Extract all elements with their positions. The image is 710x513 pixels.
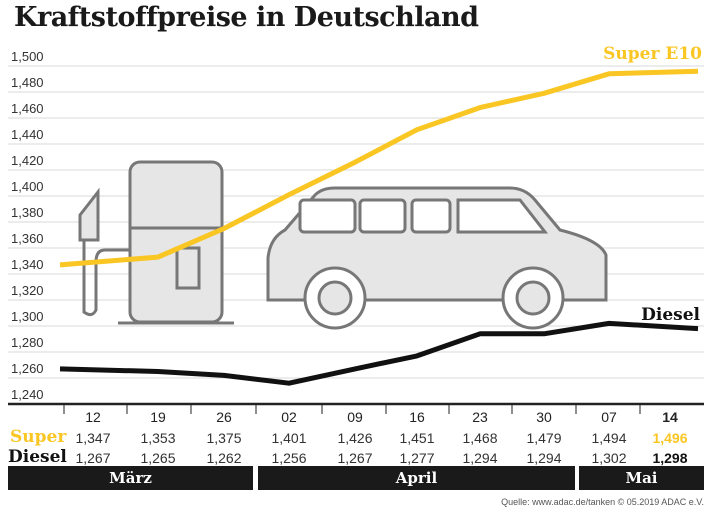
fuel-pump-icon [78,160,234,325]
x-tick-label: 30 [536,409,552,425]
month-label: Mai [579,466,704,490]
y-tick-label: 1,440 [11,127,44,142]
series-label-super: Super E10 [603,44,702,64]
row-label-super: Super [10,427,67,447]
y-tick-label: 1,360 [11,231,44,246]
super-value: 1,375 [206,430,241,446]
diesel-value: 1,294 [526,450,561,466]
month-label: April [258,466,575,490]
x-tick-label: 07 [601,409,617,425]
chart-title: Kraftstoffpreise in Deutschland [14,2,479,33]
diesel-value: 1,294 [462,450,497,466]
y-tick-label: 1,480 [11,75,44,90]
diesel-value: 1,256 [271,450,306,466]
diesel-value: 1,265 [140,450,175,466]
diesel-value: 1,298 [652,450,687,466]
diesel-value: 1,262 [206,450,241,466]
x-tick-label: 09 [347,409,363,425]
y-tick-label: 1,400 [11,179,44,194]
series-line-super [59,68,699,268]
super-value: 1,347 [75,430,110,446]
row-label-diesel: Diesel [8,447,67,467]
super-value: 1,451 [399,430,434,446]
month-label: März [8,466,253,490]
y-tick-label: 1,320 [11,283,44,298]
x-tick-label: 19 [150,409,166,425]
super-value: 1,479 [526,430,561,446]
x-tick-label: 02 [281,409,297,425]
y-tick-label: 1,460 [11,101,44,116]
y-tick-label: 1,280 [11,335,44,350]
super-value: 1,401 [271,430,306,446]
y-tick-label: 1,500 [11,49,44,64]
x-tick-label: 12 [85,409,101,425]
diesel-value: 1,277 [399,450,434,466]
y-tick-label: 1,420 [11,153,44,168]
y-tick-label: 1,300 [11,309,44,324]
car-icon [266,186,608,330]
x-tick-label: 26 [216,409,232,425]
x-tick-label: 14 [662,409,678,425]
source-note: Quelle: www.adac.de/tanken © 05.2019 ADA… [501,497,704,507]
y-tick-label: 1,240 [11,387,44,402]
diesel-value: 1,267 [337,450,372,466]
series-label-diesel: Diesel [641,305,700,325]
diesel-value: 1,267 [75,450,110,466]
x-tick-label: 23 [472,409,488,425]
y-tick-label: 1,340 [11,257,44,272]
y-tick-label: 1,260 [11,361,44,376]
super-value: 1,468 [462,430,497,446]
y-tick-label: 1,380 [11,205,44,220]
diesel-value: 1,302 [591,450,626,466]
series-line-diesel [59,320,699,386]
super-value: 1,426 [337,430,372,446]
super-value: 1,496 [652,430,687,446]
illustration [78,160,608,330]
super-value: 1,494 [591,430,626,446]
super-value: 1,353 [140,430,175,446]
x-tick-label: 16 [409,409,425,425]
